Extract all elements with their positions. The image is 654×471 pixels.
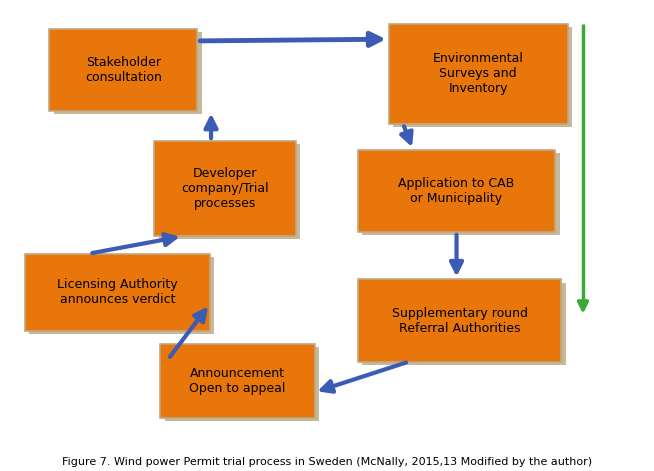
- Text: Developer
company/Trial
processes: Developer company/Trial processes: [181, 167, 269, 210]
- FancyBboxPatch shape: [54, 32, 202, 114]
- FancyBboxPatch shape: [165, 348, 319, 421]
- Text: Stakeholder
consultation: Stakeholder consultation: [85, 56, 162, 84]
- FancyBboxPatch shape: [159, 144, 300, 239]
- FancyBboxPatch shape: [160, 344, 315, 418]
- Text: Environmental
Surveys and
Inventory: Environmental Surveys and Inventory: [433, 52, 524, 96]
- FancyBboxPatch shape: [29, 257, 214, 334]
- FancyBboxPatch shape: [358, 279, 561, 362]
- FancyBboxPatch shape: [362, 283, 566, 365]
- FancyBboxPatch shape: [358, 150, 555, 232]
- FancyBboxPatch shape: [50, 29, 198, 111]
- FancyBboxPatch shape: [393, 27, 572, 127]
- Text: Figure 7. Wind power Permit trial process in Sweden (McNally, 2015,13 Modified b: Figure 7. Wind power Permit trial proces…: [62, 457, 592, 467]
- FancyBboxPatch shape: [154, 141, 296, 236]
- FancyBboxPatch shape: [362, 153, 560, 235]
- FancyBboxPatch shape: [25, 253, 210, 332]
- Text: Announcement
Open to appeal: Announcement Open to appeal: [190, 367, 286, 395]
- FancyBboxPatch shape: [388, 24, 568, 124]
- Text: Application to CAB
or Municipality: Application to CAB or Municipality: [398, 177, 515, 205]
- Text: Licensing Authority
announces verdict: Licensing Authority announces verdict: [57, 278, 178, 307]
- Text: Supplementary round
Referral Authorities: Supplementary round Referral Authorities: [392, 307, 528, 334]
